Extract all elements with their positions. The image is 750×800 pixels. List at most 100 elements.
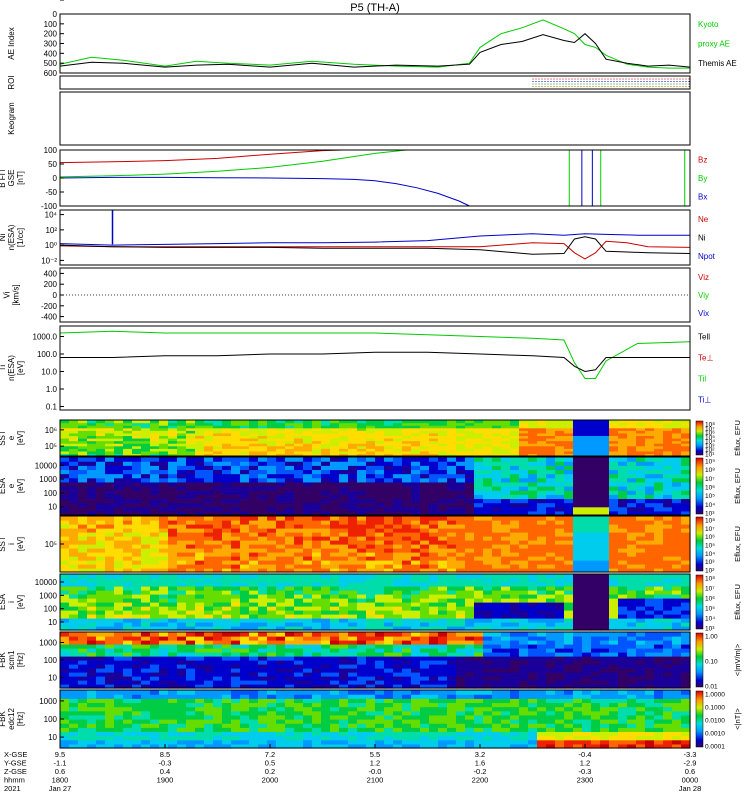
spectrogram-cell <box>321 564 331 569</box>
spectrogram-cell <box>60 644 70 649</box>
spectrogram-cell <box>402 490 412 495</box>
spectrogram-cell <box>96 664 106 669</box>
spectrogram-cell <box>555 536 565 541</box>
spectrogram-cell <box>267 680 277 685</box>
spectrogram-cell <box>681 498 691 504</box>
spectrogram-cell <box>267 532 277 537</box>
spectrogram-cell <box>402 510 412 516</box>
spectrogram-cell <box>249 656 259 661</box>
spectrogram-cell <box>627 473 637 479</box>
spectrogram-cell <box>339 445 349 449</box>
spectrogram-cell <box>267 528 277 533</box>
spectrogram-cell <box>348 481 358 487</box>
spectrogram-cell <box>384 453 394 457</box>
spectrogram-cell <box>627 420 637 424</box>
spectrogram-cell <box>681 445 691 449</box>
spectrogram-cell <box>132 425 142 429</box>
spectrogram-cell <box>159 540 169 545</box>
spectrogram-cell <box>213 672 223 677</box>
spectrogram-cell <box>168 481 178 487</box>
spectrogram-cell <box>663 586 673 591</box>
spectrogram-cell <box>429 425 439 429</box>
spectrogram-cell <box>258 448 268 452</box>
spectrogram-cell <box>402 469 412 475</box>
spectrogram-cell <box>429 632 439 637</box>
spectrogram-cell <box>87 690 97 695</box>
spectrogram-cell <box>123 430 133 434</box>
spectrogram-cell <box>591 510 601 516</box>
spectrogram-cell <box>177 636 187 641</box>
spectrogram-cell <box>546 672 556 677</box>
spectrogram-cell <box>393 435 403 439</box>
spectrogram-cell <box>411 564 421 569</box>
spectrogram-cell <box>249 448 259 452</box>
spectrogram-cell <box>411 427 421 431</box>
spectrogram-cell <box>600 598 610 603</box>
spectrogram-cell <box>141 552 151 557</box>
spectrogram-cell <box>573 672 583 677</box>
spectrogram-cell <box>321 461 331 466</box>
spectrogram-cell <box>96 719 106 724</box>
spectrogram-cell <box>231 465 241 471</box>
spectrogram-cell <box>366 618 376 623</box>
spectrogram-cell <box>492 457 502 462</box>
spectrogram-cell <box>123 528 133 533</box>
spectrogram-cell <box>105 461 115 466</box>
spectrogram-cell <box>564 626 574 631</box>
spectrogram-cell <box>321 606 331 611</box>
spectrogram-cell <box>123 524 133 529</box>
spectrogram-cell <box>663 516 673 521</box>
spectrogram-cell <box>348 660 358 665</box>
spectrogram-cell <box>123 652 133 657</box>
spectrogram-cell <box>96 743 106 749</box>
spectrogram-cell <box>231 622 241 627</box>
spectrogram-cell <box>447 598 457 603</box>
spectrogram-cell <box>87 652 97 657</box>
spectrogram-cell <box>627 544 637 549</box>
spectrogram-cell <box>321 560 331 565</box>
spectrogram-cell <box>357 660 367 665</box>
spectrogram-cell <box>600 502 610 508</box>
spectrogram-cell <box>384 486 394 491</box>
spectrogram-cell <box>465 486 475 491</box>
spectrogram-cell <box>339 676 349 681</box>
spectrogram-cell <box>393 450 403 455</box>
spectrogram-cell <box>312 544 322 549</box>
spectrogram-cell <box>420 622 430 627</box>
spectrogram-cell <box>438 477 448 483</box>
spectrogram-cell <box>438 660 448 665</box>
spectrogram-cell <box>285 432 295 437</box>
spectrogram-cell <box>519 438 529 442</box>
spectrogram-cell <box>258 610 268 615</box>
spectrogram-cell <box>249 457 259 462</box>
spectrogram-cell <box>411 506 421 512</box>
spectrogram-cell <box>573 477 583 483</box>
spectrogram-cell <box>141 498 151 504</box>
spectrogram-cell <box>501 660 511 665</box>
spectrogram-cell <box>681 473 691 479</box>
spectrogram-cell <box>285 486 295 491</box>
spectrogram-cell <box>267 606 277 611</box>
spectrogram-cell <box>501 430 511 434</box>
spectrogram-cell <box>438 564 448 569</box>
spectrogram-cell <box>420 664 430 669</box>
spectrogram-cell <box>204 425 214 429</box>
spectrogram-cell <box>186 556 196 561</box>
spectrogram-cell <box>375 443 385 447</box>
spectrogram-cell <box>150 516 160 521</box>
spectrogram-cell <box>501 590 511 595</box>
spectrogram-cell <box>501 622 511 627</box>
spectrogram-cell <box>321 520 331 525</box>
spectrogram-cell <box>285 660 295 665</box>
spectrogram-cell <box>609 664 619 669</box>
spectrogram-cell <box>69 457 79 462</box>
spectrogram-cell <box>69 438 79 442</box>
spectrogram-cell <box>573 564 583 569</box>
spectrogram-cell <box>465 457 475 462</box>
spectrogram-cell <box>465 432 475 437</box>
spectrogram-cell <box>456 440 466 444</box>
spectrogram-cell <box>78 564 88 569</box>
spectrogram-cell <box>456 490 466 495</box>
spectrogram-cell <box>321 481 331 487</box>
spectrogram-cell <box>483 528 493 533</box>
